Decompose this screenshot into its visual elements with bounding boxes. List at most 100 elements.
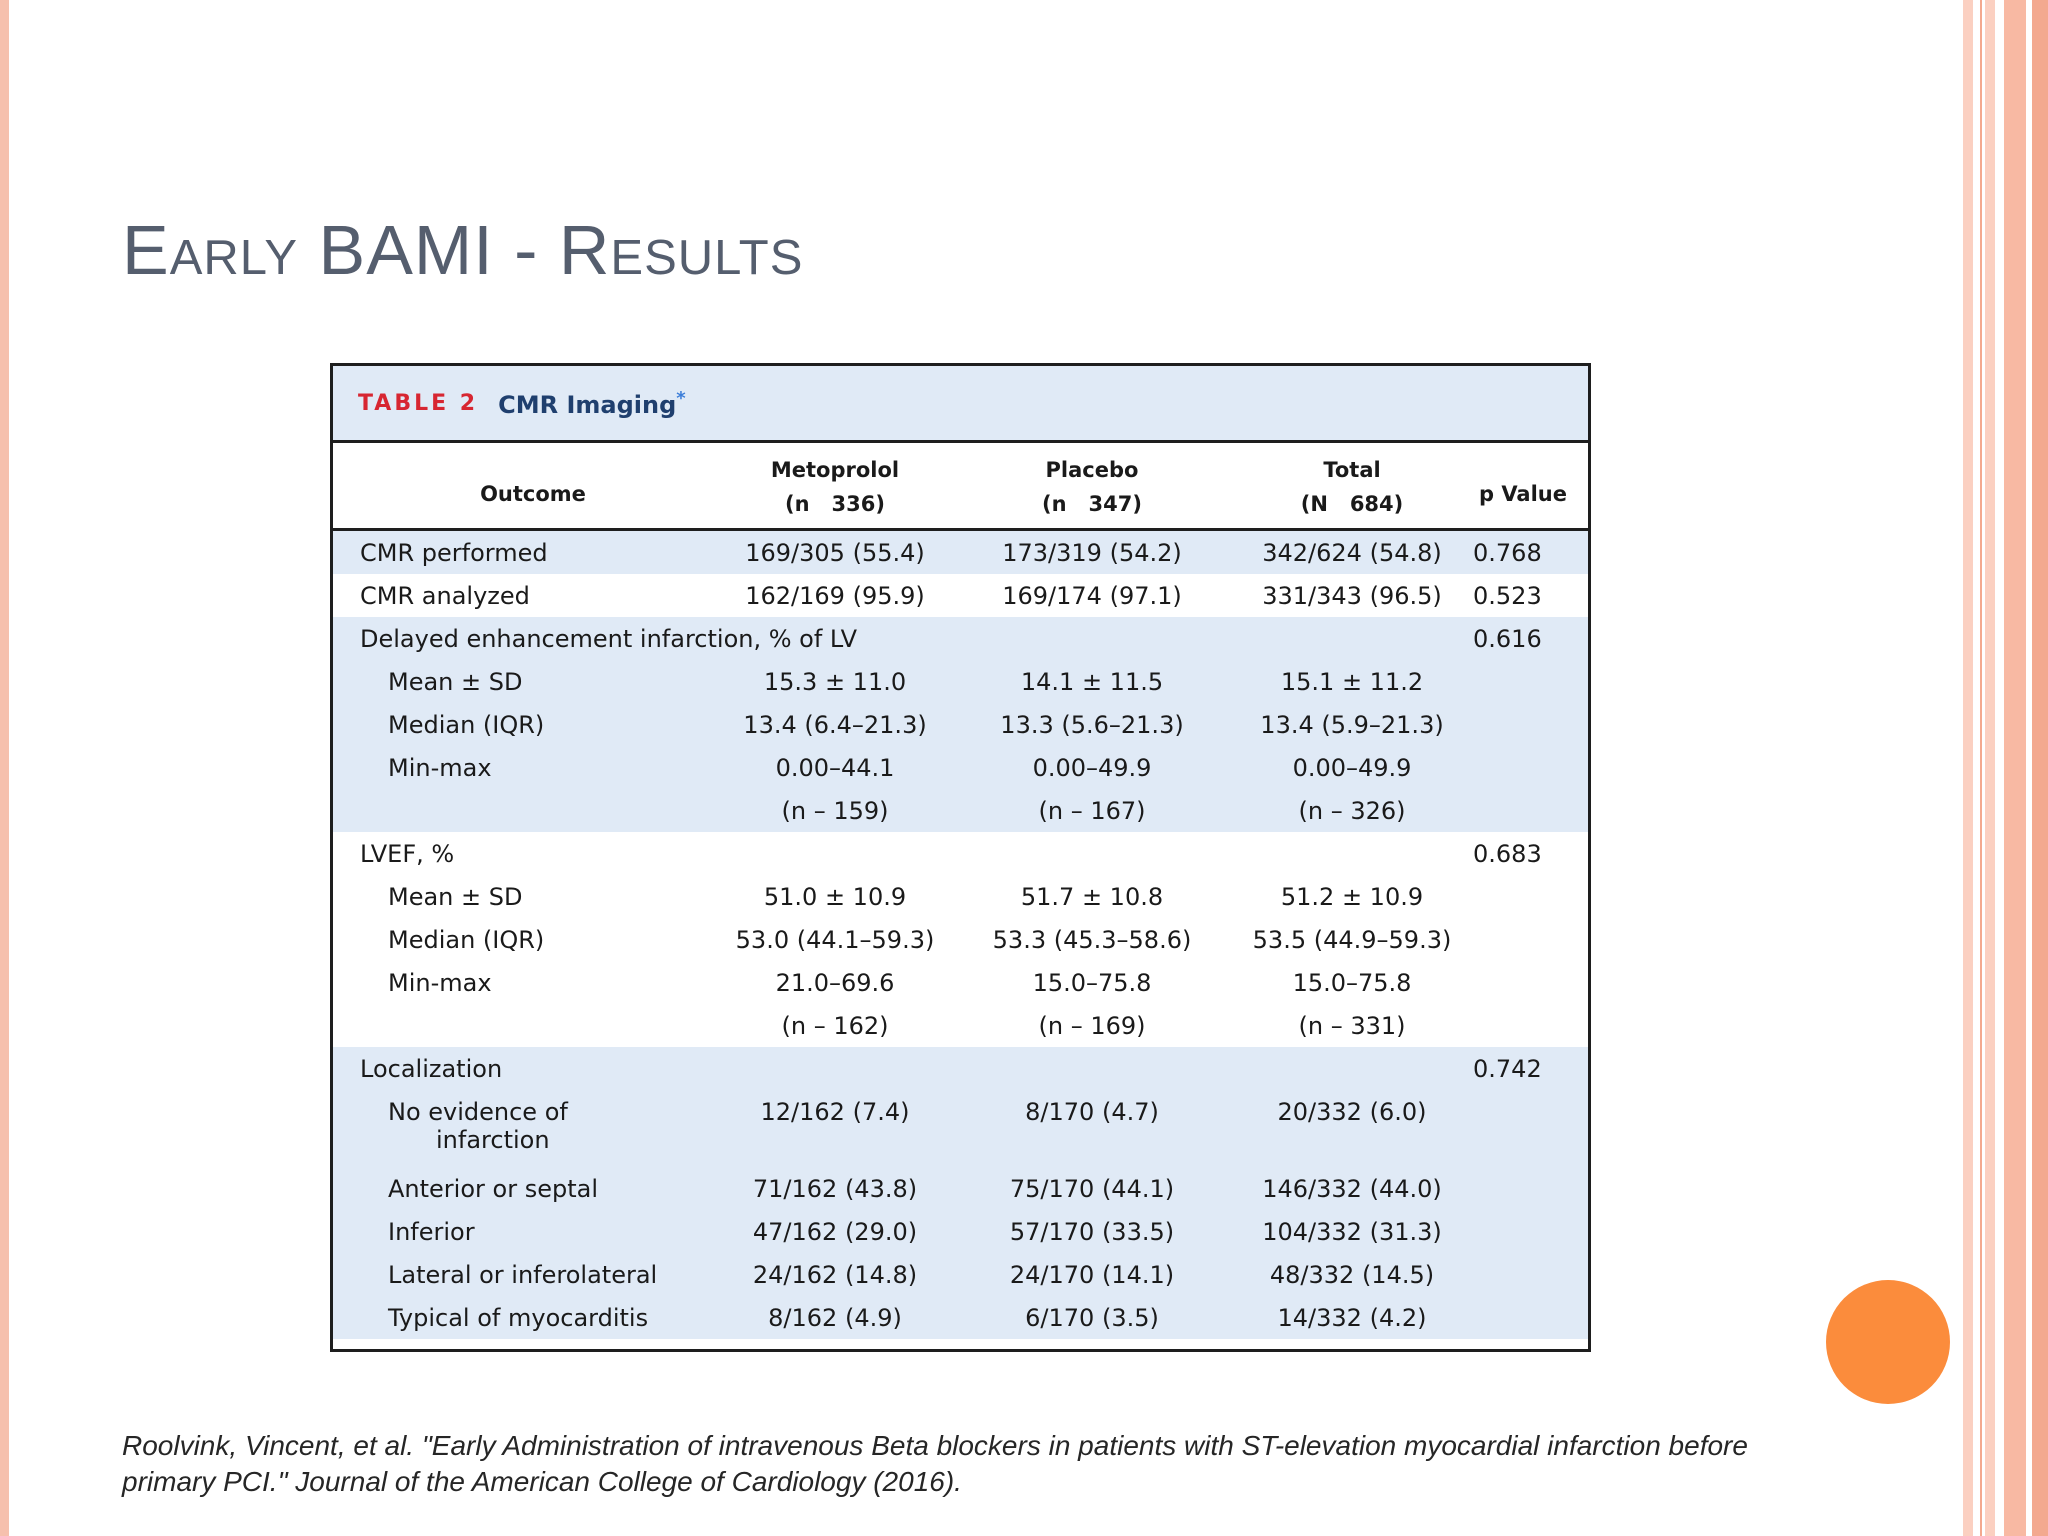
cell-placebo: (n – 167): [1038, 797, 1146, 825]
row-label-text: Localization: [360, 1055, 503, 1083]
orange-circle-decoration: [1826, 1280, 1950, 1404]
header-total-n: (N 684): [1300, 492, 1404, 516]
table-row: Inferior 47/162 (29.0) 57/170 (33.5) 104/33…: [333, 1210, 1588, 1253]
row-label: Mean ± SD: [388, 883, 522, 911]
cell-placebo: 13.3 (5.6–21.3): [1000, 711, 1184, 739]
row-label: Min-max: [388, 969, 492, 997]
cell-placebo: 24/170 (14.1): [1009, 1261, 1175, 1289]
cell-placebo: 169/174 (97.1): [1002, 582, 1182, 610]
cell-metoprolol: (n – 162): [781, 1012, 889, 1040]
cell-pvalue: 0.683: [1473, 840, 1542, 868]
cell-metoprolol: 162/169 (95.9): [745, 582, 925, 610]
table-header-row: Outcome Metoprolol (n 336) Placebo (n 34…: [333, 443, 1588, 531]
cell-metoprolol: 24/162 (14.8): [752, 1261, 918, 1289]
table-row: Median (IQR) 53.0 (44.1–59.3) 53.3 (45.3–5…: [333, 918, 1588, 961]
cell-metoprolol: 8/162 (4.9): [768, 1304, 902, 1332]
cell-metoprolol: (n – 159): [781, 797, 889, 825]
right-edge-stripe: [2032, 0, 2048, 1536]
table-row: CMR performed 169/305 (55.4) 173/319 (54.2…: [333, 531, 1588, 574]
row-label: Anterior or septal: [388, 1175, 598, 1203]
row-label-text: Min-max: [388, 969, 492, 997]
table-row: Delayed enhancement infarction, % of LV 0…: [333, 617, 1588, 660]
table-row: Localization 0.742: [333, 1047, 1588, 1090]
row-label-text: CMR analyzed: [360, 582, 530, 610]
cell-pvalue: 0.768: [1473, 539, 1542, 567]
cell-placebo: 15.0–75.8: [1032, 969, 1152, 997]
slide-title: Early BAMI - Results: [122, 211, 804, 289]
left-edge-stripe: [0, 0, 9, 1536]
cell-placebo: 173/319 (54.2): [1002, 539, 1182, 567]
cell-metoprolol: 21.0–69.6: [775, 969, 895, 997]
table-title-marker: *: [676, 387, 686, 409]
cell-placebo: 8/170 (4.7): [1025, 1098, 1159, 1126]
row-label: LVEF, %: [360, 840, 454, 868]
header-total: Total (N 684): [1217, 443, 1487, 521]
cell-total: 48/332 (14.5): [1269, 1261, 1435, 1289]
row-label-text: LVEF, %: [360, 840, 455, 868]
citation: Roolvink, Vincent, et al. "Early Adminis…: [122, 1430, 1748, 1497]
cell-placebo: 53.3 (45.3–58.6): [992, 926, 1192, 954]
header-metoprolol: Metoprolol (n 336): [700, 443, 970, 521]
row-label: Median (IQR): [388, 926, 544, 954]
table-title: CMR Imaging*: [498, 388, 686, 419]
row-label-text: Lateral or inferolateral: [388, 1261, 658, 1289]
row-label: No evidence of infarction: [388, 1098, 568, 1154]
cell-metoprolol: 12/162 (7.4): [760, 1098, 910, 1126]
table-row: (n – 162) (n – 169) (n – 331): [333, 1004, 1588, 1047]
row-label-text: Inferior: [388, 1218, 475, 1246]
table-title-text: CMR Imaging: [498, 390, 677, 419]
cell-metoprolol: 169/305 (55.4): [745, 539, 925, 567]
results-table: TABLE 2 CMR Imaging* Outcome Metoprolol …: [330, 363, 1591, 1352]
cell-total: 20/332 (6.0): [1277, 1098, 1427, 1126]
cell-total: 15.0–75.8: [1292, 969, 1412, 997]
table-row: Min-max 21.0–69.6 15.0–75.8 15.0–75.8: [333, 961, 1588, 1004]
row-label: Min-max: [388, 754, 492, 782]
row-label: CMR analyzed: [360, 582, 530, 610]
row-label: Inferior: [388, 1218, 475, 1246]
table-row: CMR analyzed 162/169 (95.9) 169/174 (97.1)…: [333, 574, 1588, 617]
row-label: Delayed enhancement infarction, % of LV: [360, 625, 857, 653]
header-placebo-label: Placebo: [1045, 458, 1139, 482]
header-placebo: Placebo (n 347): [957, 443, 1227, 521]
row-label: Median (IQR): [388, 711, 544, 739]
table-row: LVEF, % 0.683: [333, 832, 1588, 875]
cell-metoprolol: 71/162 (43.8): [752, 1175, 918, 1203]
cell-placebo: 6/170 (3.5): [1025, 1304, 1159, 1332]
header-total-label: Total: [1323, 458, 1381, 482]
header-metoprolol-n: (n 336): [785, 492, 885, 516]
cell-metoprolol: 13.4 (6.4–21.3): [743, 711, 927, 739]
row-label: CMR performed: [360, 539, 548, 567]
right-edge-line: [1980, 0, 1982, 1536]
right-edge-stripe: [1985, 0, 1995, 1536]
cell-placebo: 57/170 (33.5): [1009, 1218, 1175, 1246]
table-row: Mean ± SD 15.3 ± 11.0 14.1 ± 11.5 15.1 ± 11…: [333, 660, 1588, 703]
cell-total: 0.00–49.9: [1292, 754, 1412, 782]
table-label: TABLE 2: [358, 390, 479, 416]
table-row: Typical of myocarditis 8/162 (4.9) 6/170 (…: [333, 1296, 1588, 1339]
table-row: Min-max 0.00–44.1 0.00–49.9 0.00–49.9: [333, 746, 1588, 789]
cell-metoprolol: 51.0 ± 10.9: [763, 883, 907, 911]
cell-total: 342/624 (54.8): [1262, 539, 1442, 567]
cell-total: 13.4 (5.9–21.3): [1260, 711, 1444, 739]
table-row: (n – 159) (n – 167) (n – 326): [333, 789, 1588, 832]
table-row: Mean ± SD 51.0 ± 10.9 51.7 ± 10.8 51.2 ± 10…: [333, 875, 1588, 918]
cell-total: 104/332 (31.3): [1262, 1218, 1442, 1246]
cell-total: 53.5 (44.9–59.3): [1252, 926, 1452, 954]
cell-metoprolol: 15.3 ± 11.0: [763, 668, 907, 696]
row-label-text: Typical of myocarditis: [388, 1304, 649, 1332]
row-label: Mean ± SD: [388, 668, 522, 696]
cell-metoprolol: 47/162 (29.0): [752, 1218, 918, 1246]
row-label-text: No evidence of: [388, 1098, 568, 1126]
table-row: Median (IQR) 13.4 (6.4–21.3) 13.3 (5.6–21.…: [333, 703, 1588, 746]
table-row: Lateral or inferolateral 24/162 (14.8) 24/…: [333, 1253, 1588, 1296]
row-label-text: Anterior or septal: [388, 1175, 598, 1203]
table-row: Anterior or septal 71/162 (43.8) 75/170 (4…: [333, 1167, 1588, 1210]
row-label-text: CMR performed: [360, 539, 548, 567]
row-label-text: Mean ± SD: [388, 883, 523, 911]
row-label-text: Min-max: [388, 754, 492, 782]
cell-total: 14/332 (4.2): [1277, 1304, 1427, 1332]
row-label-text: Delayed enhancement infarction, % of LV: [360, 625, 858, 653]
cell-placebo: 0.00–49.9: [1032, 754, 1152, 782]
header-pvalue: p Value: [1478, 482, 1567, 506]
cell-placebo: (n – 169): [1038, 1012, 1146, 1040]
